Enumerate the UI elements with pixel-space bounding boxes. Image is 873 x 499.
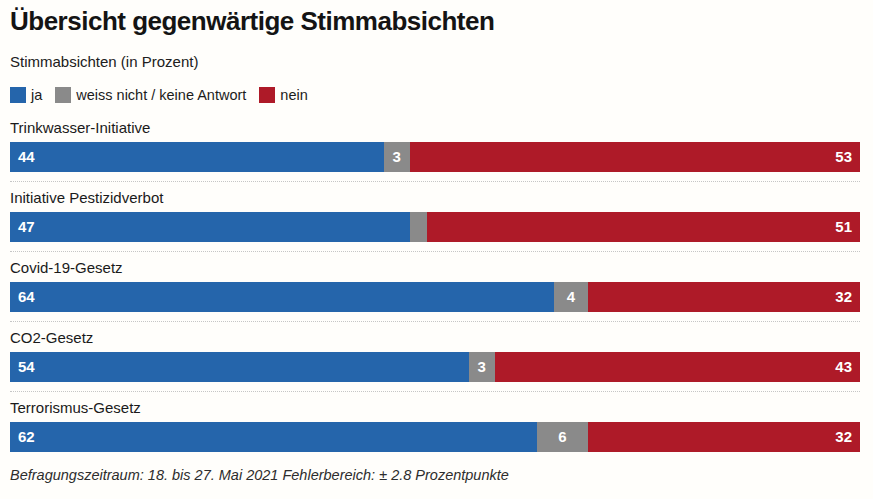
bar-row: Terrorismus-Gesetz 62 6 32 [10, 399, 860, 452]
chart-card: Übersicht gegenwärtige Stimmabsichten St… [0, 0, 873, 499]
legend-item-ja: ja [10, 87, 42, 103]
bar-row: Initiative Pestizidverbot 47 51 [10, 189, 860, 252]
category-label: Covid-19-Gesetz [10, 259, 860, 276]
row-separator [10, 181, 860, 182]
bar-segment-nein: 43 [495, 352, 861, 382]
bar-segment-weiss-nicht: 3 [469, 352, 495, 382]
category-label: Trinkwasser-Initiative [10, 119, 860, 136]
footer-note: Befragungszeitraum: 18. bis 27. Mai 2021… [10, 467, 860, 483]
legend-item-nein: nein [259, 87, 307, 103]
bar-segment-ja: 54 [10, 352, 469, 382]
row-separator [10, 321, 860, 322]
bar-segment-weiss-nicht: 3 [384, 142, 410, 172]
bar-chart: Trinkwasser-Initiative 44 3 53 Initiativ… [10, 119, 860, 452]
stacked-bar: 47 51 [10, 212, 860, 242]
legend-item-weiss-nicht: weiss nicht / keine Antwort [55, 87, 246, 103]
bar-segment-ja: 62 [10, 422, 537, 452]
stacked-bar: 64 4 32 [10, 282, 860, 312]
category-label: Initiative Pestizidverbot [10, 189, 860, 206]
row-separator [10, 251, 860, 252]
bar-segment-weiss-nicht: 6 [537, 422, 588, 452]
bar-segment-nein: 32 [588, 422, 860, 452]
bar-row: CO2-Gesetz 54 3 43 [10, 329, 860, 392]
bar-row: Covid-19-Gesetz 64 4 32 [10, 259, 860, 322]
bar-segment-weiss-nicht: 4 [554, 282, 588, 312]
bar-segment-weiss-nicht [410, 212, 427, 242]
chart-title: Übersicht gegenwärtige Stimmabsichten [10, 7, 860, 36]
legend-label-nein: nein [280, 87, 307, 103]
legend-swatch-nein-icon [259, 87, 275, 103]
bar-segment-ja: 47 [10, 212, 410, 242]
stacked-bar: 62 6 32 [10, 422, 860, 452]
row-separator [10, 391, 860, 392]
legend-swatch-weiss-nicht-icon [55, 87, 71, 103]
chart-subtitle: Stimmabsichten (in Prozent) [10, 53, 860, 70]
bar-segment-nein: 53 [410, 142, 861, 172]
legend-swatch-ja-icon [10, 87, 26, 103]
bar-segment-ja: 44 [10, 142, 384, 172]
category-label: CO2-Gesetz [10, 329, 860, 346]
bar-row: Trinkwasser-Initiative 44 3 53 [10, 119, 860, 182]
chart-legend: ja weiss nicht / keine Antwort nein [10, 87, 860, 103]
bar-segment-nein: 51 [427, 212, 861, 242]
bar-segment-nein: 32 [588, 282, 860, 312]
stacked-bar: 44 3 53 [10, 142, 860, 172]
bar-segment-ja: 64 [10, 282, 554, 312]
category-label: Terrorismus-Gesetz [10, 399, 860, 416]
legend-label-ja: ja [31, 87, 42, 103]
legend-label-weiss-nicht: weiss nicht / keine Antwort [76, 87, 246, 103]
stacked-bar: 54 3 43 [10, 352, 860, 382]
